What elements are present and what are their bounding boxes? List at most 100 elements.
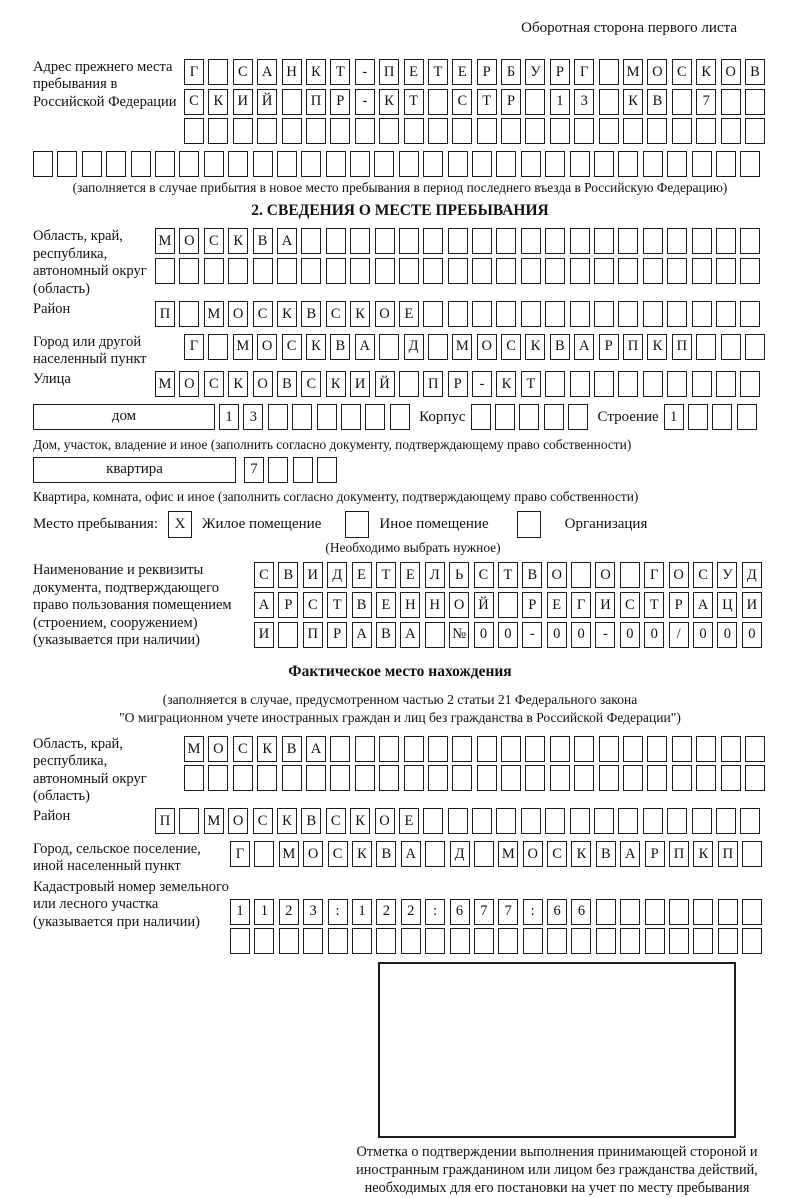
checkbox-zhiloe: X xyxy=(168,511,192,539)
char-box: Р xyxy=(447,371,468,398)
char-box xyxy=(545,228,566,255)
char-box xyxy=(569,150,590,177)
char-box: Т xyxy=(403,88,424,115)
actual-city-label: Город, сельское поселение, иной населенн… xyxy=(33,840,201,875)
prev-address-caption: (заполняется в случае прибытия в новое м… xyxy=(72,180,728,196)
char-box: А xyxy=(400,621,421,648)
char-box xyxy=(545,150,566,177)
char-box: Е xyxy=(375,591,396,618)
char-box xyxy=(543,403,564,430)
char-box: С xyxy=(203,371,224,398)
actual-location-caption-2: "О миграционном учете иностранных гражда… xyxy=(119,710,681,726)
char-box: Р xyxy=(501,88,522,115)
char-box xyxy=(715,258,736,285)
char-box xyxy=(693,898,714,925)
char-box xyxy=(208,765,229,792)
char-box xyxy=(301,258,322,285)
char-box: А xyxy=(257,59,278,85)
char-box xyxy=(618,371,639,398)
char-box xyxy=(230,928,250,955)
char-box xyxy=(427,765,448,792)
char-box xyxy=(691,301,712,328)
char-box xyxy=(715,228,736,255)
char-box: О xyxy=(208,735,229,762)
char-box: О xyxy=(720,59,741,85)
char-box xyxy=(667,301,688,328)
char-box xyxy=(208,59,229,85)
char-box xyxy=(473,840,494,867)
char-box xyxy=(594,301,615,328)
char-box: П xyxy=(155,301,175,328)
char-box[interactable] xyxy=(345,511,370,539)
char-box: 2 xyxy=(278,898,299,925)
char-box xyxy=(619,562,640,589)
char-box: Е xyxy=(452,59,473,85)
char-box: О xyxy=(228,808,249,835)
char-box: О xyxy=(595,562,616,589)
char-box: В xyxy=(744,59,765,85)
char-box xyxy=(623,735,644,762)
char-box xyxy=(671,735,692,762)
char-box xyxy=(470,403,491,430)
char-box xyxy=(403,765,424,792)
char-box: Н xyxy=(400,591,421,618)
char-box xyxy=(208,333,229,360)
char-box: Й xyxy=(257,88,278,115)
char-box: 3 xyxy=(574,88,595,115)
char-box xyxy=(525,88,546,115)
char-box: М xyxy=(232,333,253,360)
char-box xyxy=(57,150,78,177)
char-box xyxy=(449,928,470,955)
char-box: К xyxy=(696,59,717,85)
char-box: О xyxy=(303,840,324,867)
char-box: 1 xyxy=(351,898,372,925)
char-box xyxy=(365,403,386,430)
char-box xyxy=(598,88,619,115)
char-box: О xyxy=(374,301,395,328)
char-box: А xyxy=(693,591,714,618)
char-box xyxy=(501,118,522,145)
char-box: / xyxy=(668,621,689,648)
char-box: К xyxy=(693,840,714,867)
char-box xyxy=(403,735,424,762)
char-box: № xyxy=(449,621,470,648)
char-box xyxy=(452,735,473,762)
char-box: В xyxy=(301,808,322,835)
char-box: Г xyxy=(571,591,592,618)
char-box: 7 xyxy=(244,456,264,483)
field-actual-city: Город, сельское поселение, иной населенн… xyxy=(33,840,767,876)
char-box[interactable]: X xyxy=(168,511,192,539)
char-box xyxy=(305,118,326,145)
char-box: 0 xyxy=(497,621,518,648)
char-box xyxy=(106,150,127,177)
char-box xyxy=(525,118,546,145)
char-box: Р xyxy=(327,621,348,648)
char-box xyxy=(618,808,639,835)
char-box: К xyxy=(325,371,346,398)
char-box: Г xyxy=(184,333,204,360)
char-box: С xyxy=(473,562,494,589)
char-box: О xyxy=(647,59,668,85)
char-box xyxy=(642,150,663,177)
char-box xyxy=(276,258,297,285)
char-box: С xyxy=(254,562,274,589)
char-box: И xyxy=(741,591,762,618)
char-box xyxy=(595,928,616,955)
char-box xyxy=(423,258,444,285)
char-box xyxy=(549,765,570,792)
char-box: К xyxy=(525,333,546,360)
char-box: К xyxy=(350,301,371,328)
char-box: Т xyxy=(520,371,541,398)
char-box: 0 xyxy=(571,621,592,648)
char-box: С xyxy=(252,808,273,835)
korpus-label: Корпус xyxy=(419,408,466,425)
char-box: П xyxy=(423,371,444,398)
char-box xyxy=(549,735,570,762)
char-box: Р xyxy=(278,591,299,618)
char-box xyxy=(232,118,253,145)
char-box: В xyxy=(549,333,570,360)
char-box[interactable] xyxy=(516,511,541,539)
